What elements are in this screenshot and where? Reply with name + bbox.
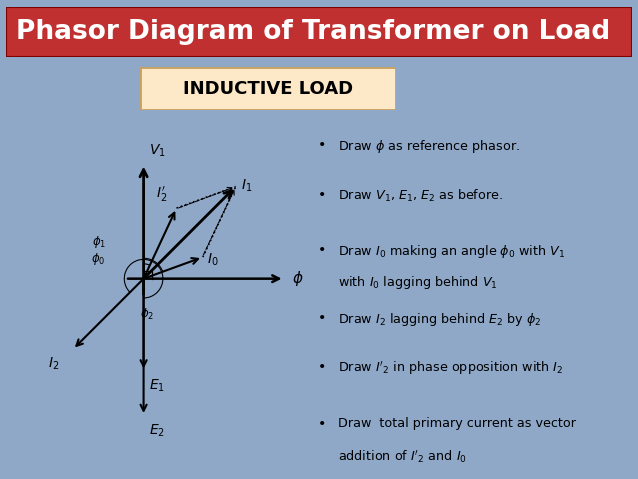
Text: $\phi_2$: $\phi_2$ [140,306,154,322]
Text: •: • [318,417,327,432]
Text: Draw $\phi$ as reference phasor.: Draw $\phi$ as reference phasor. [338,137,521,155]
FancyBboxPatch shape [140,67,396,110]
Text: $V_1$: $V_1$ [149,142,165,159]
Text: $E_1$: $E_1$ [149,377,165,394]
Text: Draw  total primary current as vector: Draw total primary current as vector [338,417,576,431]
FancyBboxPatch shape [6,7,632,57]
Text: •: • [318,137,327,152]
Text: •: • [318,360,327,374]
Text: $I_0$: $I_0$ [207,252,219,268]
Text: •: • [318,242,327,257]
Text: addition of $I'_2$ and $I_0$: addition of $I'_2$ and $I_0$ [338,449,467,466]
Text: Phasor Diagram of Transformer on Load: Phasor Diagram of Transformer on Load [16,19,610,46]
Text: $I_2$: $I_2$ [48,355,59,372]
Text: INDUCTIVE LOAD: INDUCTIVE LOAD [183,80,353,98]
Text: Draw $I_2$ lagging behind $E_2$ by $\phi_2$: Draw $I_2$ lagging behind $E_2$ by $\phi… [338,311,542,328]
Text: with $I_0$ lagging behind $V_1$: with $I_0$ lagging behind $V_1$ [338,274,498,291]
Text: Draw $I'_2$ in phase opposition with $I_2$: Draw $I'_2$ in phase opposition with $I_… [338,360,564,377]
Text: $I_2'$: $I_2'$ [156,184,167,204]
Text: $\phi_1$: $\phi_1$ [93,234,107,250]
Text: Draw $V_1$, $E_1$, $E_2$ as before.: Draw $V_1$, $E_1$, $E_2$ as before. [338,188,503,205]
Text: •: • [318,311,327,325]
Text: •: • [318,188,327,203]
Text: $\phi$: $\phi$ [292,269,304,288]
Text: $\phi_0$: $\phi_0$ [91,251,105,267]
Text: $E_2$: $E_2$ [149,422,165,439]
Text: Draw $I_0$ making an angle $\phi_0$ with $V_1$: Draw $I_0$ making an angle $\phi_0$ with… [338,242,566,260]
Text: $I_1$: $I_1$ [241,178,252,194]
